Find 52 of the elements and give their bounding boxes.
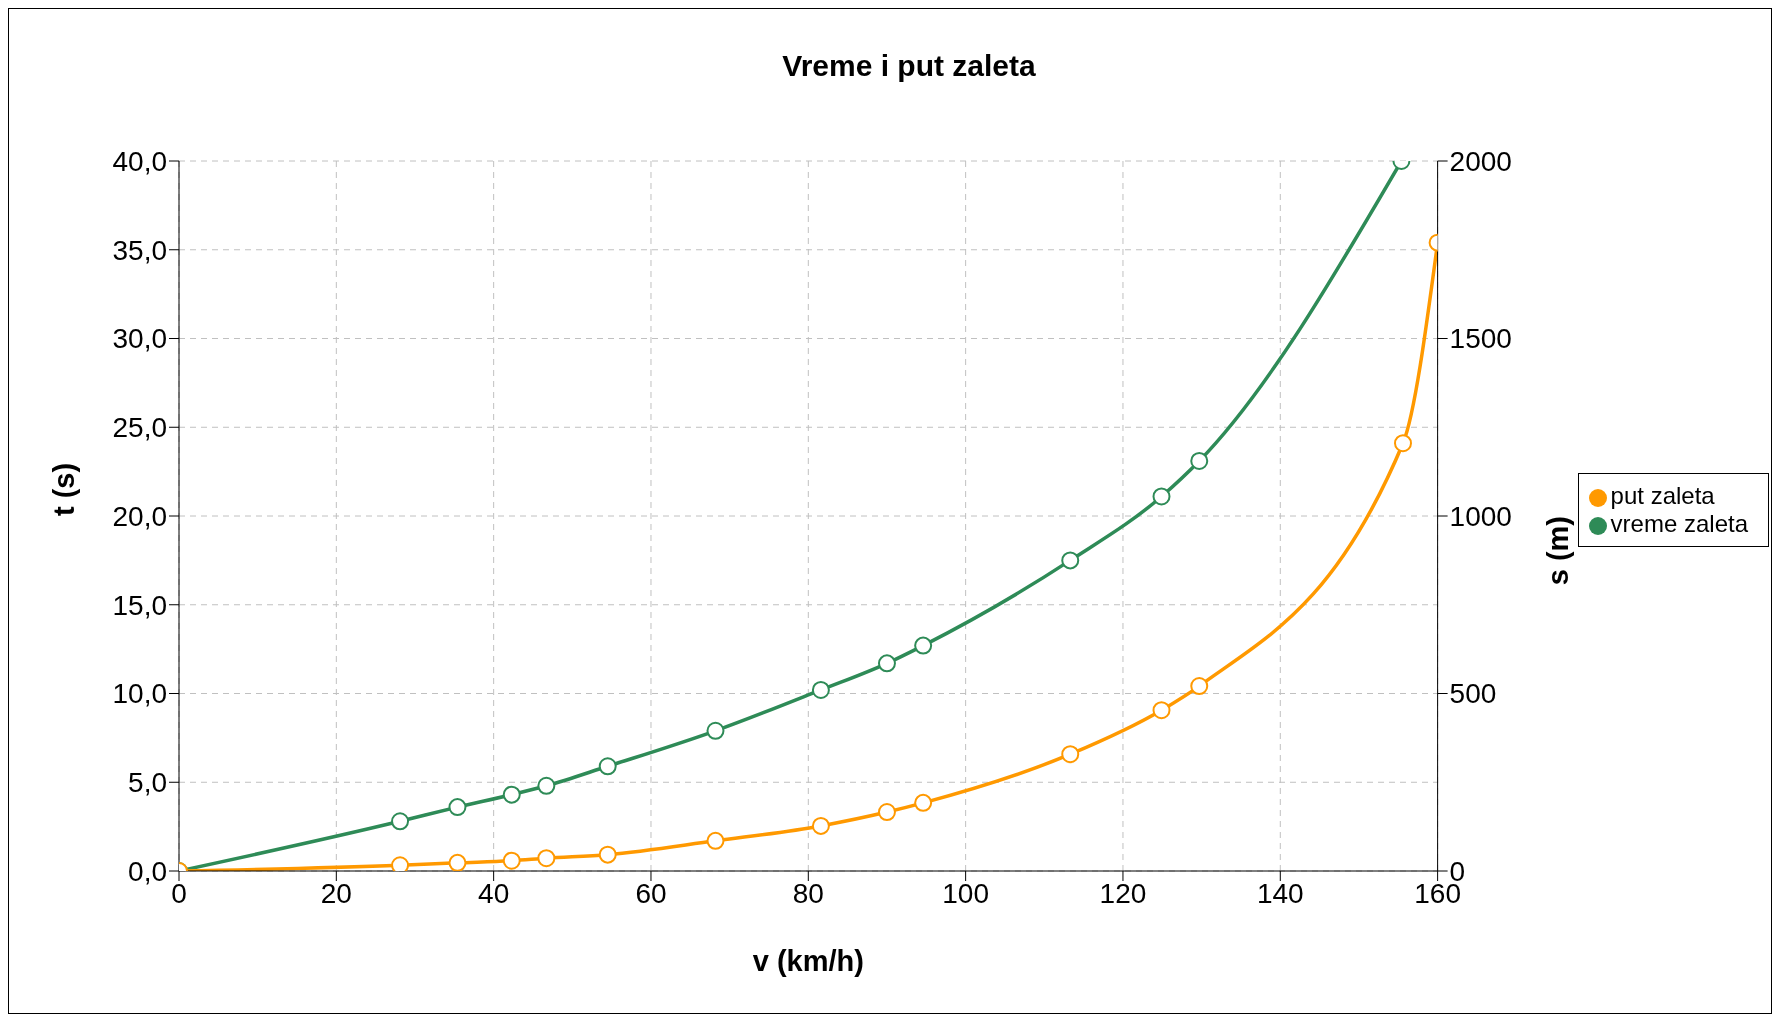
point	[598, 757, 617, 776]
point	[914, 636, 933, 655]
point	[1190, 677, 1209, 696]
point	[598, 845, 617, 864]
point	[1190, 451, 1209, 470]
y-tick-label: 40,0	[112, 145, 167, 177]
point	[811, 816, 830, 835]
point	[1152, 487, 1171, 506]
x-tick-label: 20	[320, 877, 352, 909]
y-tick-label: 10,0	[112, 678, 167, 710]
point	[391, 856, 410, 871]
x-tick-label: 120	[1099, 877, 1147, 909]
point	[502, 785, 521, 804]
point	[1152, 701, 1171, 720]
point	[537, 776, 556, 795]
y2-tick-label: 2000	[1449, 145, 1512, 177]
x-tick-label: 60	[635, 877, 667, 909]
chart-title: Vreme i put zaleta	[781, 49, 1037, 83]
point	[1061, 745, 1080, 764]
point	[706, 831, 725, 850]
point	[914, 793, 933, 812]
x-axis-title: v (km/h)	[752, 945, 864, 977]
y-tick-label: 0,0	[128, 855, 167, 887]
y-tick-label: 25,0	[112, 412, 167, 444]
x-tick-label: 0	[171, 877, 187, 909]
x-tick-label: 100	[942, 877, 989, 909]
y-tick-label: 30,0	[112, 323, 167, 355]
point	[448, 853, 467, 871]
x-tick-label: 80	[792, 877, 824, 909]
y-tick-label: 5,0	[128, 767, 167, 799]
y2-tick-label: 1500	[1449, 323, 1512, 355]
point	[1394, 434, 1412, 453]
y-tick-label: 20,0	[112, 500, 167, 532]
y2-tick-label: 500	[1449, 678, 1497, 710]
point	[1061, 551, 1080, 570]
point	[877, 654, 896, 673]
legend-label: vreme zaleta	[1610, 510, 1748, 537]
point	[811, 680, 830, 699]
x-tick-label: 40	[478, 877, 510, 909]
legend-label: put zaleta	[1610, 482, 1715, 509]
point	[706, 721, 725, 740]
x-tick-label: 140	[1256, 877, 1304, 909]
point	[391, 812, 410, 831]
y2-axis-title: s (m)	[1541, 516, 1574, 586]
y-tick-label: 15,0	[112, 589, 167, 621]
point	[448, 798, 467, 817]
point	[502, 851, 521, 870]
point	[537, 849, 556, 868]
y-axis-title: t (s)	[48, 462, 81, 516]
point	[877, 803, 896, 822]
y-tick-label: 35,0	[112, 234, 167, 266]
y2-tick-label: 1000	[1449, 500, 1512, 532]
